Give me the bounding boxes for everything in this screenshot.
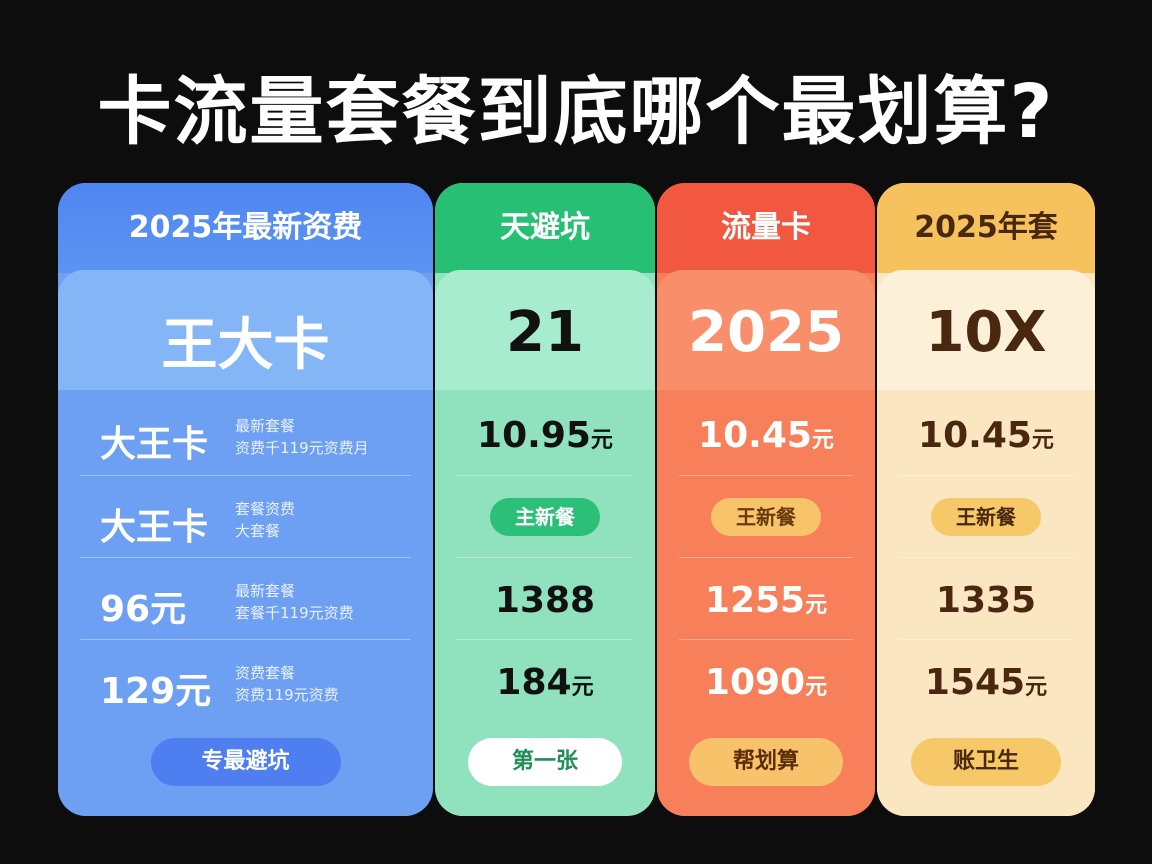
unit: 元 <box>811 428 834 453</box>
unit: 元 <box>590 428 613 453</box>
column-body: 2025 10.45元 王新餐 1255元 1090元 <box>657 270 875 816</box>
note: 资费套餐 <box>235 664 296 682</box>
value: 大王卡 <box>100 424 209 465</box>
value: 1545 <box>924 662 1026 703</box>
row: 大王卡 套餐资费大套餐 <box>80 475 411 558</box>
row: 王新餐 <box>899 475 1073 558</box>
hero-text: 2025 <box>688 300 844 365</box>
hero-band <box>877 270 1095 390</box>
value: 大王卡 <box>100 507 209 548</box>
hero-band <box>58 270 433 390</box>
row-value: 10.45元 <box>679 415 853 456</box>
button[interactable]: 专最避坑 <box>150 738 341 786</box>
row-value: 1545元 <box>899 662 1073 703</box>
value: 1335 <box>935 580 1037 621</box>
unit: 元 <box>805 675 828 700</box>
value: 1388 <box>494 580 596 621</box>
hero-band <box>435 270 655 390</box>
unit: 元 <box>571 675 594 700</box>
unit: 元 <box>805 593 828 618</box>
row-value: 1335 <box>899 580 1073 621</box>
hero-band <box>657 270 875 390</box>
row: 大王卡 最新套餐资费千119元资费月 <box>80 393 411 475</box>
column: 天避坑 21 10.95元 主新餐 1388 184元 第一张 <box>435 183 655 816</box>
column-body: 王大卡 大王卡 最新套餐 资费千119元资费月 大王卡 套餐资费 大套餐 96元 最新套餐 套餐千… <box>58 270 433 816</box>
row: 1255元 <box>679 557 853 640</box>
hero-text: 21 <box>506 300 584 365</box>
row: 王新餐 <box>679 475 853 558</box>
column-body: 21 10.95元 主新餐 1388 184元 <box>435 270 655 816</box>
value: 129元 <box>100 671 212 712</box>
note: 大套餐 <box>235 522 281 540</box>
column: 2025年套 10Ⅹ 10.45元 王新餐 1335 1545元 账卫生 <box>877 183 1095 816</box>
note: 最新套餐 <box>235 417 296 435</box>
value: 1255 <box>704 580 806 621</box>
row: 1388 <box>457 557 633 640</box>
unit: 元 <box>1025 675 1048 700</box>
button[interactable]: 第一张 <box>468 738 622 786</box>
row-value: 1090元 <box>679 662 853 703</box>
column-body: 10Ⅹ 10.45元 王新餐 1335 1545元 <box>877 270 1095 816</box>
column: 2025年最新资费 王大卡 大王卡 最新套餐 资费千119元资费月 大王卡 套餐资费 大套餐 9… <box>58 183 433 816</box>
note: 最新套餐 <box>235 582 296 600</box>
row-value: 96元 <box>100 580 186 632</box>
row-value: 184元 <box>457 662 633 703</box>
title: 卡流量套餐到底哪个最划算? <box>97 69 1055 155</box>
row: 129元 资费套餐资费119元资费 <box>80 639 411 722</box>
row: 96元 最新套餐套餐千119元资费 <box>80 557 411 640</box>
row: 1335 <box>899 557 1073 640</box>
column: 流量卡 2025 10.45元 王新餐 1255元 1090元 帮划算 <box>657 183 875 816</box>
row-value: 1388 <box>457 580 633 621</box>
hero-text: 10Ⅹ <box>925 300 1047 365</box>
value: 96元 <box>100 589 187 630</box>
badge: 王新餐 <box>711 498 821 536</box>
value: 1090 <box>704 662 806 703</box>
row: 1090元 <box>679 639 853 722</box>
row-value: 10.45元 <box>899 415 1073 456</box>
note: 资费千119元资费月 <box>235 439 369 457</box>
row-value: 10.95元 <box>457 415 633 456</box>
button[interactable]: 帮划算 <box>689 738 843 786</box>
value: 10.45 <box>698 415 812 456</box>
row: 184元 <box>457 639 633 722</box>
column-header: 2025年套 <box>877 183 1095 273</box>
badge: 王新餐 <box>931 498 1041 536</box>
value: 10.95 <box>477 415 591 456</box>
unit: 元 <box>1031 428 1054 453</box>
button[interactable]: 账卫生 <box>911 738 1061 786</box>
note: 资费119元资费 <box>235 686 339 704</box>
row-value: 大王卡 <box>100 415 208 467</box>
row: 1545元 <box>899 639 1073 722</box>
row: 10.95元 <box>457 393 633 475</box>
row-value: 129元 <box>100 662 211 714</box>
row-value: 大王卡 <box>100 498 208 550</box>
row: 10.45元 <box>679 393 853 475</box>
column-header: 天避坑 <box>435 183 655 273</box>
badge: 主新餐 <box>490 498 600 536</box>
note: 套餐千119元资费 <box>235 604 354 622</box>
value: 10.45 <box>918 415 1032 456</box>
hero-text: 王大卡 <box>161 313 330 378</box>
row: 10.45元 <box>899 393 1073 475</box>
value: 184 <box>496 662 572 703</box>
column-header: 流量卡 <box>657 183 875 273</box>
row: 主新餐 <box>457 475 633 558</box>
note: 套餐资费 <box>235 500 296 518</box>
row-value: 1255元 <box>679 580 853 621</box>
column-header: 2025年最新资费 <box>58 183 433 273</box>
